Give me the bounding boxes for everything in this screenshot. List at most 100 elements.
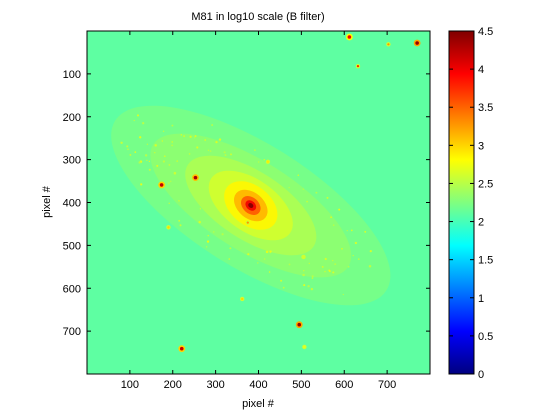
arm-knot [134, 151, 137, 153]
colorbar-tick-label: 4.5 [478, 26, 493, 38]
arm-knot [346, 229, 348, 232]
arm-knot [189, 135, 192, 138]
y-axis-label: pixel # [41, 185, 53, 218]
arm-knot [302, 188, 304, 190]
star-source [241, 297, 244, 301]
star-source [193, 175, 198, 180]
star-source [246, 221, 249, 224]
arm-knot [133, 119, 135, 122]
arm-knot [138, 161, 141, 164]
y-tick-label: 400 [63, 198, 81, 210]
colorbar-tick-label: 4 [478, 64, 484, 76]
arm-knot [347, 265, 350, 268]
colorbar-tick-label: 0 [478, 369, 484, 381]
arm-knot [354, 241, 358, 245]
arm-knot [321, 265, 324, 268]
arm-knot [223, 151, 226, 154]
x-tick-label: 200 [164, 379, 182, 391]
colorbar-tick-label: 1.5 [478, 255, 493, 267]
arm-knot [194, 135, 197, 138]
arm-knot [206, 246, 208, 248]
arm-knot [136, 114, 140, 117]
y-tick-label: 600 [63, 283, 81, 295]
arm-knot [256, 262, 259, 264]
arm-knot [269, 250, 272, 253]
arm-knot [207, 149, 210, 151]
colorbar-ticks: 0 0.5 1 1.5 2 2.5 3 3.5 4 4.5 [449, 26, 493, 381]
arm-knot [332, 271, 335, 274]
arm-knot [204, 139, 207, 141]
star-source [415, 41, 419, 45]
colorbar-tick-label: 2.5 [478, 178, 493, 190]
arm-knot [163, 155, 166, 158]
arm-knot [169, 180, 172, 183]
arm-knot [154, 144, 157, 147]
x-axis-label: pixel # [242, 398, 275, 410]
arm-knot [148, 160, 151, 163]
arm-knot [146, 159, 148, 161]
arm-knot [168, 182, 170, 184]
arm-knot [209, 150, 212, 152]
arm-knot [326, 196, 329, 199]
arm-knot [357, 258, 360, 260]
arm-knot [173, 171, 177, 175]
arm-knot [369, 249, 372, 253]
arm-knot [144, 154, 148, 157]
arm-knot [194, 137, 196, 139]
arm-knot [224, 154, 227, 157]
x-axis-ticks: 100 200 300 400 500 600 700 [121, 31, 396, 391]
arm-knot [332, 224, 335, 226]
arm-knot [176, 160, 178, 162]
arm-knot [288, 263, 291, 266]
arm-knot [303, 284, 306, 287]
y-tick-label: 200 [63, 112, 81, 124]
star-source [302, 255, 305, 259]
arm-knot [215, 140, 218, 144]
arm-knot [127, 148, 129, 151]
star-source [387, 43, 390, 46]
star-source [159, 183, 164, 187]
arm-knot [229, 247, 232, 250]
arm-knot [268, 271, 271, 273]
colorbar [448, 30, 475, 375]
arm-knot [207, 235, 209, 237]
arm-knot [338, 208, 341, 211]
x-tick-label: 600 [335, 379, 353, 391]
arm-knot [178, 200, 180, 202]
arm-knot [218, 138, 222, 141]
arm-knot [334, 263, 337, 266]
arm-knot [258, 161, 260, 163]
colorbar-tick-label: 0.5 [478, 331, 493, 343]
arm-knot [310, 287, 314, 291]
arm-knot [280, 279, 283, 282]
arm-knot [188, 153, 191, 155]
y-tick-label: 300 [63, 155, 81, 167]
arm-knot [247, 253, 250, 256]
arm-knot [307, 285, 310, 288]
arm-knot [302, 273, 305, 277]
arm-knot [228, 258, 231, 260]
star-source [356, 65, 360, 68]
arm-knot [140, 183, 143, 186]
arm-knot [330, 216, 332, 219]
arm-knot [311, 275, 314, 278]
colorbar-tick-label: 3.5 [478, 102, 493, 114]
arm-knot [341, 247, 343, 250]
star-source [303, 345, 306, 349]
arm-knot [324, 270, 326, 273]
arm-knot [161, 140, 163, 142]
arm-knot [142, 122, 145, 125]
arm-knot [308, 262, 310, 265]
y-tick-label: 500 [63, 240, 81, 252]
arm-knot [303, 270, 305, 272]
arm-knot [156, 164, 159, 167]
arm-knot [265, 250, 269, 254]
galaxy-nucleus [248, 203, 254, 208]
arm-knot [221, 233, 224, 236]
arm-knot [288, 186, 290, 189]
star-source [167, 226, 170, 229]
arm-knot [146, 143, 149, 145]
arm-knot [171, 141, 173, 143]
arm-knot [168, 202, 170, 204]
